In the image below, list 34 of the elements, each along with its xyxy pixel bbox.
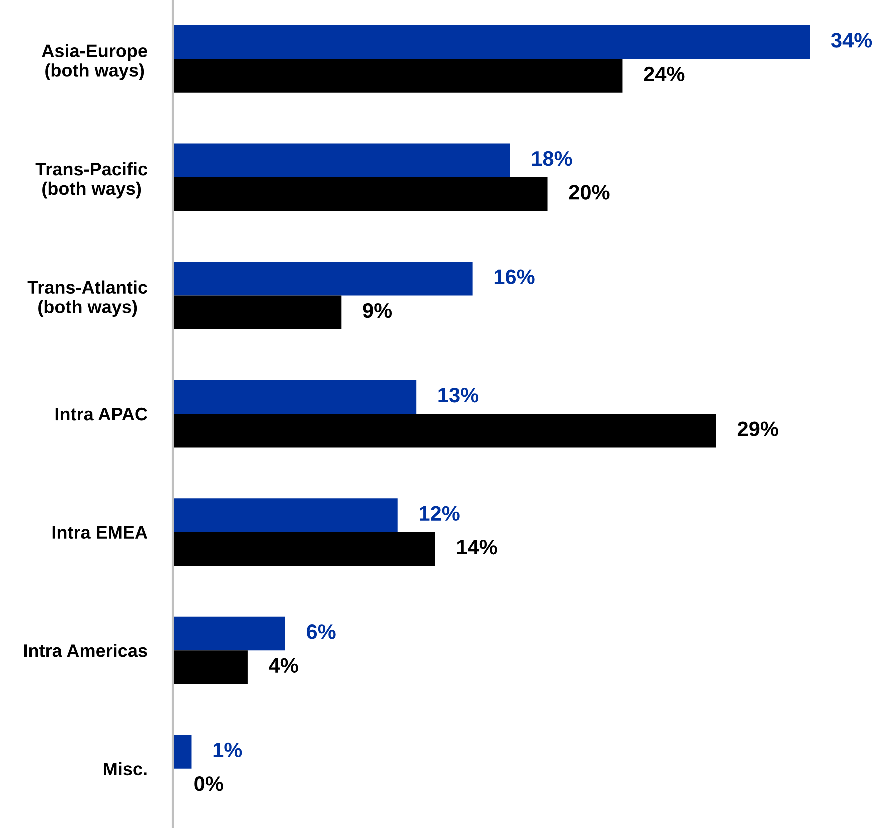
data-label: 12% bbox=[420, 506, 460, 521]
y-tick-label: Intra APAC bbox=[56, 408, 148, 421]
data-label: 13% bbox=[438, 388, 479, 403]
data-label: 0% bbox=[194, 776, 224, 792]
bar bbox=[173, 25, 810, 60]
data-label: 20% bbox=[569, 185, 610, 200]
bar bbox=[173, 735, 192, 769]
y-tick-label: Intra EMEA bbox=[52, 526, 148, 540]
bar bbox=[173, 532, 436, 566]
y-tick-label: Trans-Atlantic (both ways) bbox=[28, 280, 148, 318]
bar bbox=[173, 262, 473, 296]
y-tick-label: Intra Americas bbox=[24, 644, 148, 658]
data-label: 16% bbox=[494, 270, 535, 284]
y-tick-label: Asia-Europe (both ways) bbox=[42, 44, 148, 80]
data-label: 14% bbox=[457, 540, 498, 555]
bar bbox=[173, 650, 248, 684]
data-label: 18% bbox=[532, 151, 572, 166]
data-label: 4% bbox=[269, 658, 298, 673]
bar bbox=[173, 498, 398, 532]
data-label: 29% bbox=[738, 422, 778, 436]
bar bbox=[173, 380, 417, 414]
bar bbox=[173, 177, 548, 212]
bar bbox=[173, 414, 716, 448]
bar bbox=[173, 296, 342, 330]
data-label: 6% bbox=[307, 624, 336, 640]
bar bbox=[173, 616, 286, 651]
bar bbox=[173, 59, 623, 93]
bar bbox=[173, 144, 510, 178]
data-label: 34% bbox=[831, 33, 872, 48]
data-label: 9% bbox=[363, 303, 392, 318]
data-label: 24% bbox=[644, 66, 685, 82]
y-tick-label: Trans-Pacific (both ways) bbox=[36, 162, 148, 199]
data-label: 1% bbox=[214, 742, 242, 758]
y-tick-label: Misc. bbox=[104, 762, 147, 776]
